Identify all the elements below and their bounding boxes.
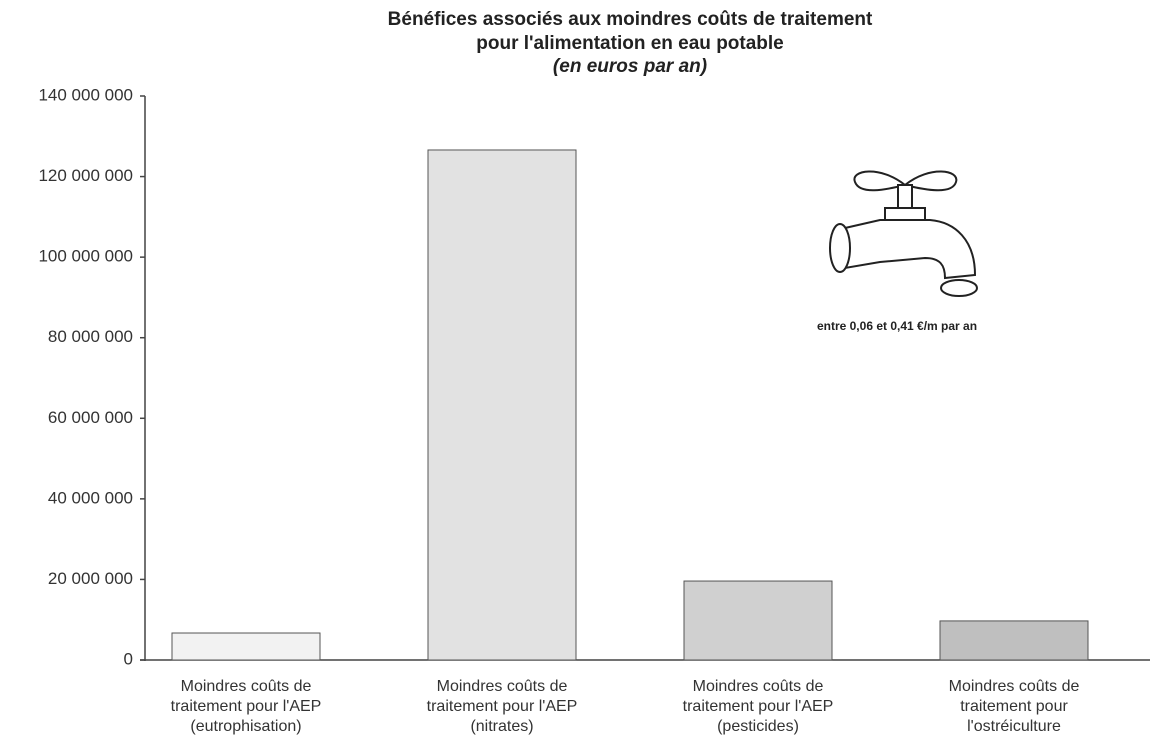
x-tick-label: l'ostréiculture bbox=[967, 718, 1061, 735]
y-tick-label: 60 000 000 bbox=[48, 408, 133, 427]
x-tick-label: traitement pour l'AEP bbox=[683, 698, 834, 715]
y-tick-label: 140 000 000 bbox=[38, 85, 133, 104]
x-tick-label: traitement pour bbox=[960, 698, 1068, 715]
x-tick-label: traitement pour l'AEP bbox=[171, 698, 322, 715]
y-tick-label: 80 000 000 bbox=[48, 327, 133, 346]
chart-title: pour l'alimentation en eau potable bbox=[476, 33, 784, 54]
x-tick-label: traitement pour l'AEP bbox=[427, 698, 578, 715]
x-tick-label: (eutrophisation) bbox=[190, 718, 301, 735]
chart-title: (en euros par an) bbox=[553, 56, 707, 77]
x-tick-label: (nitrates) bbox=[470, 718, 533, 735]
y-tick-label: 20 000 000 bbox=[48, 569, 133, 588]
y-tick-label: 120 000 000 bbox=[38, 166, 133, 185]
bar bbox=[171, 632, 321, 661]
x-tick-label: Moindres coûts de bbox=[437, 678, 568, 695]
x-tick-label: Moindres coûts de bbox=[181, 678, 312, 695]
faucet-icon bbox=[829, 170, 978, 297]
x-tick-label: (pesticides) bbox=[717, 718, 799, 735]
y-tick-label: 40 000 000 bbox=[48, 488, 133, 507]
x-tick-label: Moindres coûts de bbox=[693, 678, 824, 695]
bar bbox=[427, 149, 577, 661]
bar bbox=[939, 620, 1089, 661]
x-tick-label: Moindres coûts de bbox=[949, 678, 1080, 695]
chart-title: Bénéfices associés aux moindres coûts de… bbox=[388, 9, 873, 30]
y-tick-label: 100 000 000 bbox=[38, 247, 133, 266]
y-tick-label: 0 bbox=[124, 649, 133, 668]
annotation: entre 0,06 et 0,41 €/m par an bbox=[817, 319, 977, 333]
bar bbox=[683, 580, 833, 661]
